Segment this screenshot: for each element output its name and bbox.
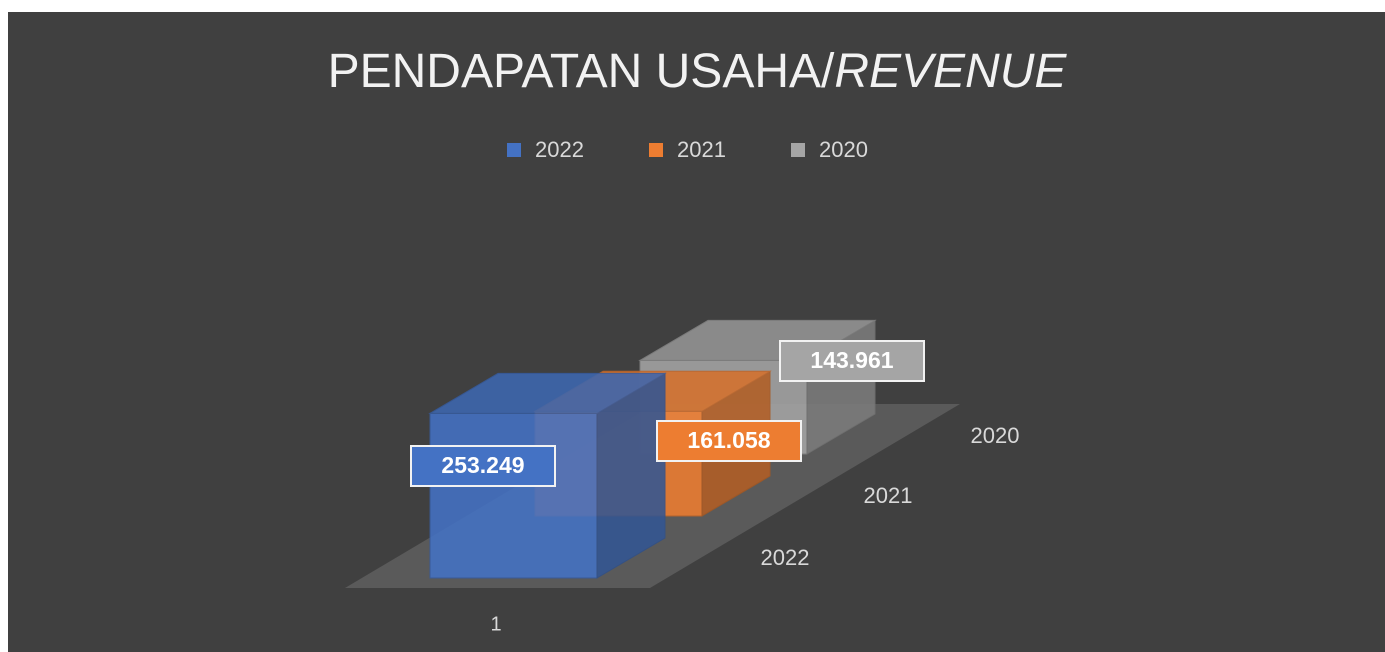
legend-swatch: [649, 143, 663, 157]
data-label: 161.058: [687, 427, 770, 453]
bar-top: [428, 372, 667, 414]
data-label-box: [779, 340, 925, 382]
data-label-box: [410, 445, 556, 487]
depth-tick-label: 2022: [761, 545, 810, 570]
chart-title: PENDAPATAN USAHA/REVENUE: [328, 45, 1068, 98]
legend-swatch: [791, 143, 805, 157]
data-label: 143.961: [810, 347, 893, 373]
title-main: PENDAPATAN USAHA/: [328, 45, 835, 98]
bar-front: [429, 412, 598, 579]
depth-tick-label: 2021: [864, 483, 913, 508]
data-label-box: [656, 420, 802, 462]
legend-label: 2022: [535, 137, 584, 162]
title-italic: REVENUE: [834, 45, 1067, 98]
depth-tick-label: 2020: [971, 423, 1020, 448]
legend-label: 2021: [677, 137, 726, 162]
legend-swatch: [507, 143, 521, 157]
x-tick-label: 1: [490, 613, 501, 635]
data-label: 253.249: [441, 452, 524, 478]
legend-label: 2020: [819, 137, 868, 162]
